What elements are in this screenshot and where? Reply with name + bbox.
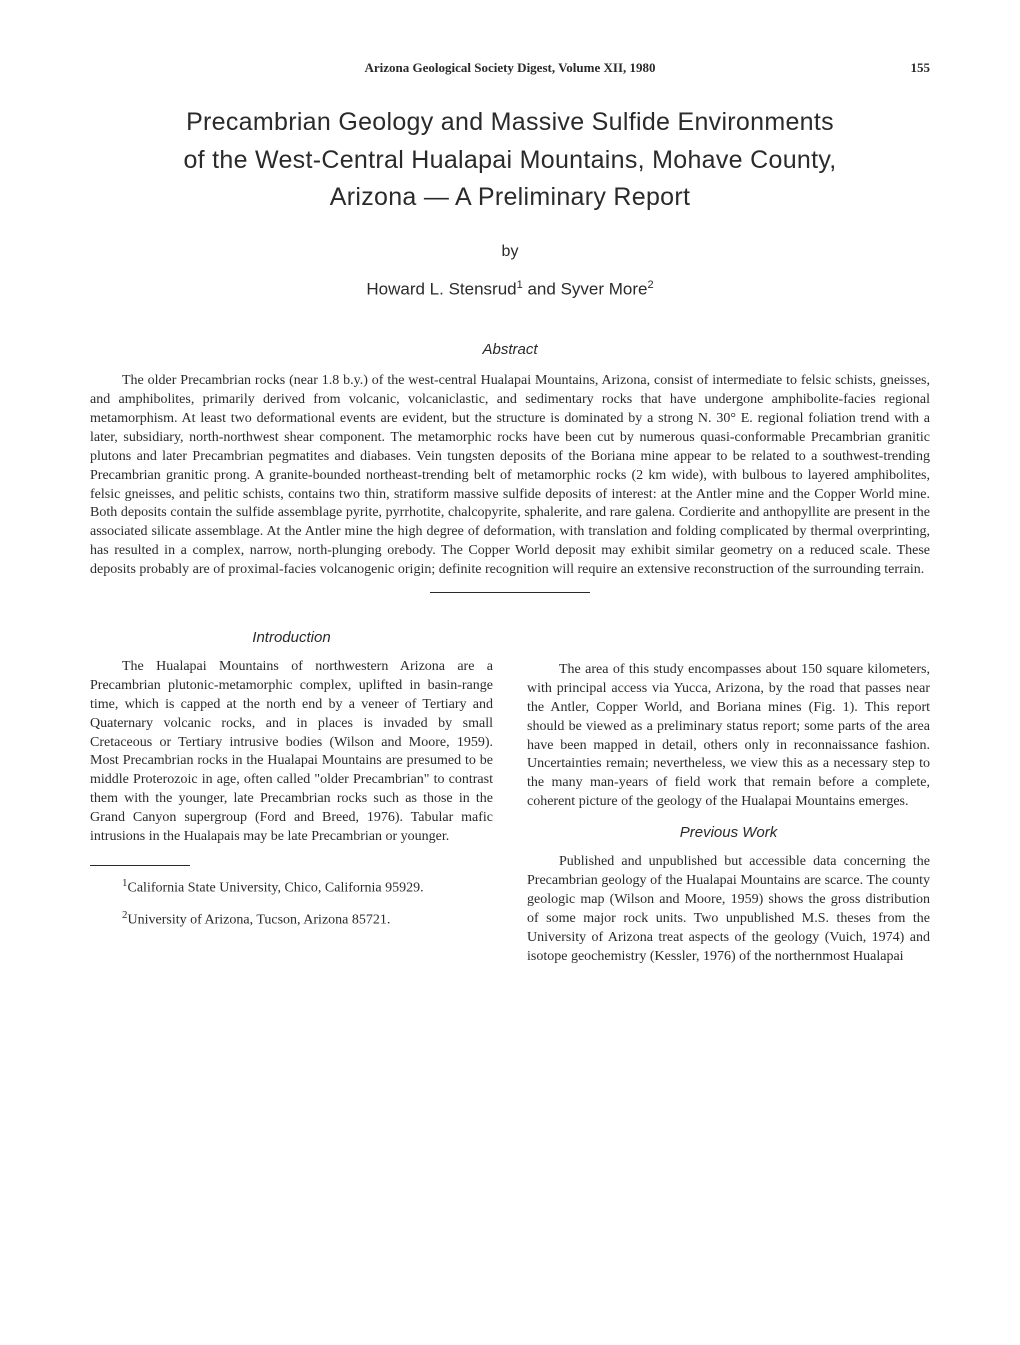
title-line-1: Precambrian Geology and Massive Sulfide … [186, 108, 834, 136]
page-number: 155 [911, 60, 931, 76]
footnote-divider [90, 865, 190, 866]
journal-title: Arizona Geological Society Digest, Volum… [364, 60, 655, 75]
footnote-1: 1California State University, Chico, Cal… [90, 876, 493, 899]
author-2-name: Syver More [561, 279, 648, 298]
previous-work-para-1: Published and unpublished but accessible… [527, 853, 930, 966]
right-column: The area of this study encompasses about… [527, 629, 930, 970]
introduction-heading: Introduction [90, 629, 493, 646]
author-2-affiliation-marker: 2 [647, 279, 653, 291]
title-line-3: Arizona — A Preliminary Report [330, 183, 691, 211]
authors-line: Howard L. Stensrud1 and Syver More2 [90, 279, 930, 300]
previous-work-heading: Previous Work [527, 824, 930, 841]
two-column-layout: Introduction The Hualapai Mountains of n… [90, 629, 930, 970]
left-column: Introduction The Hualapai Mountains of n… [90, 629, 493, 970]
abstract-body: The older Precambrian rocks (near 1.8 b.… [90, 372, 930, 580]
article-title: Precambrian Geology and Massive Sulfide … [90, 104, 930, 217]
footnote-2-text: University of Arizona, Tucson, Arizona 8… [128, 913, 391, 928]
footnote-2: 2University of Arizona, Tucson, Arizona … [90, 908, 493, 931]
page-header: Arizona Geological Society Digest, Volum… [90, 60, 930, 76]
section-divider [430, 592, 590, 593]
author-1-name: Howard L. Stensrud [366, 279, 516, 298]
abstract-heading: Abstract [90, 341, 930, 358]
authors-connector: and [523, 279, 561, 298]
by-label: by [90, 243, 930, 261]
introduction-para-1: The Hualapai Mountains of northwestern A… [90, 658, 493, 847]
footnote-1-text: California State University, Chico, Cali… [128, 881, 424, 896]
title-line-2: of the West-Central Hualapai Mountains, … [183, 146, 836, 174]
study-area-para: The area of this study encompasses about… [527, 661, 930, 812]
